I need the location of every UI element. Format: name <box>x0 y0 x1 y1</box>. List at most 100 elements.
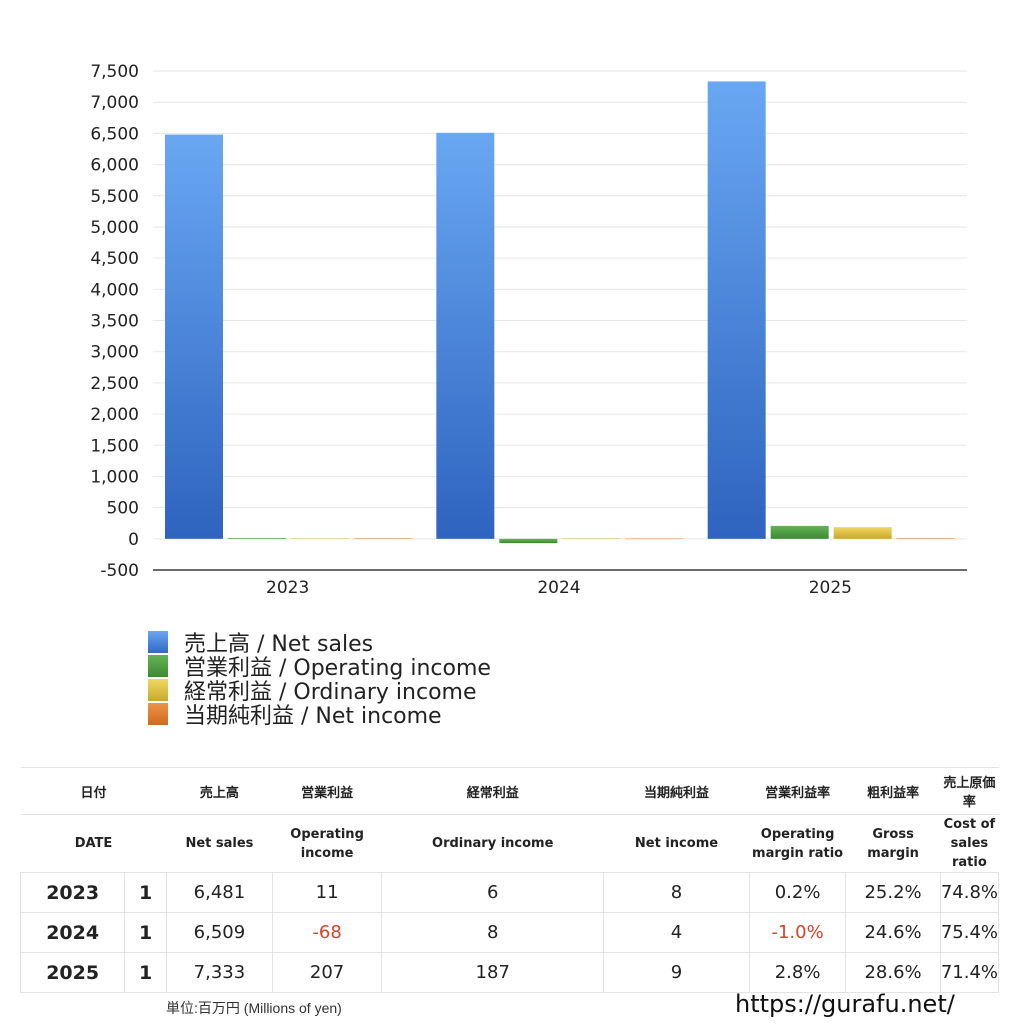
legend-item-net-income: 当期純利益 / Net income <box>148 702 491 729</box>
y-tick-label: 3,500 <box>90 312 139 332</box>
header-ord-income-jp: 経常利益 <box>381 767 604 815</box>
cell-net-income: 8 <box>603 872 750 913</box>
table-row: 2024 1 6,509 -68 8 4 -1.0% 24.6% 75.4% <box>19 912 1000 953</box>
bar <box>436 132 495 539</box>
bar <box>354 538 412 539</box>
cell-gross-margin: 25.2% <box>845 872 941 913</box>
header-date-en: DATE <box>20 814 167 873</box>
header-net-sales-en: Net sales <box>166 814 273 873</box>
y-tick-label: 0 <box>128 530 139 550</box>
bar <box>625 538 684 540</box>
y-tick-label: 2,000 <box>90 405 139 425</box>
header-op-margin-en: Operating margin ratio <box>749 814 846 873</box>
header-cost-ratio-en: Cost of sales ratio <box>940 814 999 873</box>
cell-ord-income: 8 <box>381 912 605 953</box>
y-tick-label: 3,000 <box>90 343 139 363</box>
y-tick-label: 1,000 <box>90 467 139 487</box>
legend-label: 当期純利益 / Net income <box>184 704 442 729</box>
header-row-jp: 日付 売上高 営業利益 経常利益 当期純利益 営業利益率 粗利益率 売上原価率 <box>20 767 999 815</box>
legend-item-net-sales: 売上高 / Net sales <box>148 630 491 657</box>
legend-label: 営業利益 / Operating income <box>184 656 491 681</box>
cell-gross-margin: 28.6% <box>845 952 941 993</box>
header-op-income-jp: 営業利益 <box>272 767 382 815</box>
bar <box>833 527 892 539</box>
y-tick-label: 5,500 <box>90 187 139 207</box>
header-op-margin-jp: 営業利益率 <box>749 767 846 815</box>
header-net-sales-jp: 売上高 <box>166 767 273 815</box>
x-tick-label: 2025 <box>809 578 852 598</box>
bar <box>707 81 766 539</box>
cell-op-margin: 2.8% <box>748 952 847 993</box>
chart-legend: 売上高 / Net sales 営業利益 / Operating income … <box>148 630 491 729</box>
header-cost-ratio-jp: 売上原価率 <box>940 767 999 815</box>
header-gross-margin-jp: 粗利益率 <box>845 767 941 815</box>
header-row-en: DATE Net sales Operating income Ordinary… <box>20 814 999 873</box>
table-row: 2025 1 7,333 207 187 9 2.8% 28.6% 71.4% <box>19 952 1000 993</box>
financial-table: 日付 売上高 営業利益 経常利益 当期純利益 営業利益率 粗利益率 売上原価率 … <box>19 767 1000 993</box>
bar <box>896 538 955 539</box>
cell-year: 2023 <box>19 872 126 913</box>
cell-op-income: 11 <box>271 872 383 913</box>
legend-label: 売上高 / Net sales <box>184 632 374 657</box>
cell-cost-ratio: 75.4% <box>939 912 1000 953</box>
y-tick-label: 4,500 <box>90 249 139 269</box>
bars <box>165 81 955 544</box>
bar <box>291 538 349 539</box>
y-tick-label: 1,500 <box>90 436 139 456</box>
bar <box>228 538 286 539</box>
cell-ord-income: 6 <box>381 872 605 913</box>
y-tick-label: 7,500 <box>90 62 139 82</box>
header-gross-margin-en: Gross margin <box>845 814 941 873</box>
cell-op-margin: -1.0% <box>748 912 847 953</box>
y-tick-label: 2,500 <box>90 374 139 394</box>
cell-year: 2024 <box>19 912 126 953</box>
y-tick-label: 5,000 <box>90 218 139 238</box>
header-ord-income-en: Ordinary income <box>381 814 604 873</box>
bar <box>499 538 558 544</box>
y-tick-label: 4,000 <box>90 280 139 300</box>
cell-op-income: -68 <box>271 912 383 953</box>
cell-cost-ratio: 74.8% <box>939 872 1000 913</box>
bar <box>770 525 829 539</box>
legend-swatch-yellow <box>148 679 168 701</box>
legend-swatch-green <box>148 655 168 677</box>
y-tick-label: 6,500 <box>90 124 139 144</box>
cell-year: 2025 <box>19 952 126 993</box>
legend-swatch-blue <box>148 631 168 653</box>
cell-net-sales: 6,481 <box>166 872 273 913</box>
header-op-income-en: Operating income <box>272 814 382 873</box>
cell-quarter: 1 <box>124 952 168 993</box>
legend-label: 経常利益 / Ordinary income <box>184 680 477 705</box>
cell-gross-margin: 24.6% <box>845 912 941 953</box>
bar <box>562 538 621 539</box>
legend-item-operating-income: 営業利益 / Operating income <box>148 654 491 681</box>
cell-cost-ratio: 71.4% <box>939 952 1000 993</box>
header-net-income-en: Net income <box>603 814 750 873</box>
cell-quarter: 1 <box>124 872 168 913</box>
unit-note: 単位:百万円 (Millions of yen) <box>166 1000 342 1016</box>
legend-swatch-orange <box>148 703 168 725</box>
site-url-link[interactable]: https://gurafu.net/ <box>735 990 955 1018</box>
cell-quarter: 1 <box>124 912 168 953</box>
cell-ord-income: 187 <box>381 952 605 993</box>
y-tick-label: 6,000 <box>90 156 139 176</box>
bar-chart: 7,500 7,000 6,500 6,000 5,500 5,000 4,500 4,000… <box>90 62 967 598</box>
cell-net-income: 9 <box>603 952 750 993</box>
x-tick-label: 2023 <box>266 578 309 598</box>
cell-net-income: 4 <box>603 912 750 953</box>
cell-net-sales: 7,333 <box>166 952 273 993</box>
bar <box>165 134 223 539</box>
x-axis-ticks: 2023 2024 2025 <box>266 578 852 598</box>
y-tick-label: 7,000 <box>90 93 139 113</box>
gridlines <box>153 70 967 540</box>
legend-item-ordinary-income: 経常利益 / Ordinary income <box>148 678 491 705</box>
y-tick-label: -500 <box>100 561 139 581</box>
header-net-income-jp: 当期純利益 <box>603 767 750 815</box>
x-tick-label: 2024 <box>537 578 580 598</box>
cell-net-sales: 6,509 <box>166 912 273 953</box>
y-axis-ticks: 7,500 7,000 6,500 6,000 5,500 5,000 4,500 4,000… <box>90 62 139 581</box>
cell-op-income: 207 <box>271 952 383 993</box>
table-row: 2023 1 6,481 11 6 8 0.2% 25.2% 74.8% <box>19 872 1000 913</box>
cell-op-margin: 0.2% <box>748 872 847 913</box>
header-date-jp: 日付 <box>20 767 167 815</box>
